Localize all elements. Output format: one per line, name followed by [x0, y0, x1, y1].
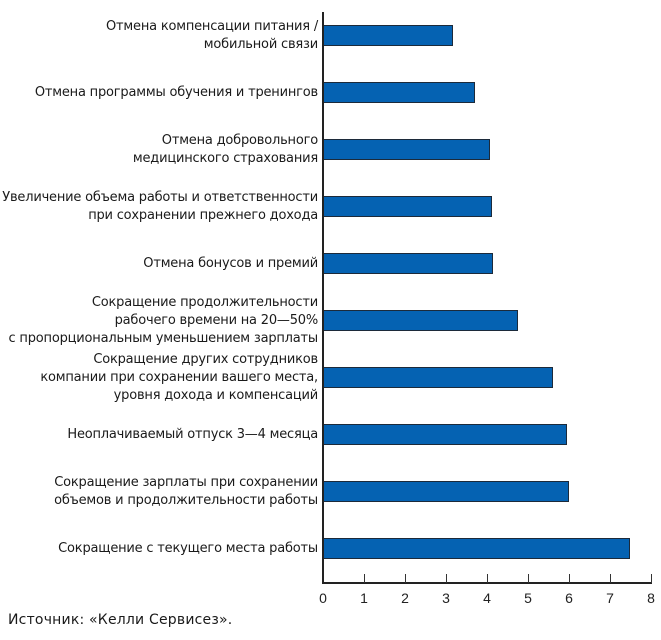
x-tick — [446, 574, 448, 583]
category-label: Сокращение продолжительности рабочего вре… — [8, 294, 319, 348]
category-label-line: с пропорциональным уменьшением зарплаты — [8, 330, 319, 346]
category-label: Сокращение других сотрудников компании пр… — [40, 351, 318, 405]
x-tick — [487, 574, 489, 583]
category-label-line: Неоплачиваемый отпуск 3—4 месяца — [67, 426, 318, 442]
x-tick-label: 5 — [524, 590, 532, 606]
category-label-line: Отмена компенсации питания / — [106, 18, 318, 34]
category-label-line: Сокращение продолжительности — [91, 294, 318, 310]
bar — [324, 538, 630, 559]
category-label: Неоплачиваемый отпуск 3—4 месяца — [67, 426, 318, 444]
category-label: Отмена программы обучения и тренингов — [35, 84, 318, 102]
x-tick-label: 6 — [565, 590, 573, 606]
x-tick-label: 1 — [360, 590, 368, 606]
source-note: Источник: «Келли Сервисез». — [8, 612, 233, 628]
category-label-line: Отмена бонусов и премий — [143, 255, 318, 271]
category-label-line: Сокращение других сотрудников — [93, 351, 318, 367]
bar — [324, 25, 453, 46]
category-label: Отмена бонусов и премий — [143, 255, 318, 273]
y-axis-line — [322, 12, 324, 583]
x-tick — [405, 574, 407, 583]
x-tick — [651, 574, 653, 583]
category-label: Сокращение зарплаты при сохранении объемо… — [54, 474, 318, 510]
category-label-line: рабочего времени на 20—50% — [114, 312, 319, 328]
category-label-line: Отмена программы обучения и тренингов — [34, 84, 318, 100]
bar — [324, 481, 569, 502]
bar — [324, 367, 553, 388]
x-tick — [528, 574, 530, 583]
bar — [324, 310, 518, 331]
x-tick-label: 2 — [401, 590, 409, 606]
bar — [324, 196, 492, 217]
category-label: Увеличение объема работы и ответственнос… — [2, 189, 318, 225]
bar — [324, 253, 493, 274]
category-label-line: уровня дохода и компенсаций — [113, 387, 319, 403]
x-tick-label: 8 — [647, 590, 655, 606]
category-label-line: медицинского страхования — [132, 150, 318, 166]
x-tick — [610, 574, 612, 583]
category-label-line: Отмена добровольного — [161, 132, 318, 148]
x-tick-label: 0 — [319, 590, 327, 606]
x-tick-label: 4 — [483, 590, 491, 606]
category-label-line: Сокращение зарплаты при сохранении — [54, 474, 318, 490]
category-label-line: объемов и продолжительности работы — [54, 492, 318, 508]
category-label: Сокращение с текущего места работы — [58, 540, 318, 558]
x-tick — [569, 574, 571, 583]
category-label-line: Увеличение объема работы и ответственнос… — [2, 189, 318, 205]
bar — [324, 82, 475, 103]
category-label-line: Сокращение с текущего места работы — [58, 540, 318, 556]
category-label-line: мобильной связи — [203, 36, 318, 52]
x-tick-label: 3 — [442, 590, 450, 606]
category-label: Отмена компенсации питания / мобильной св… — [106, 18, 318, 54]
bar — [324, 424, 567, 445]
category-label-line: при сохранении прежнего дохода — [88, 207, 318, 223]
category-label: Отмена добровольного медицинского страхов… — [133, 132, 318, 168]
category-label-line: компании при сохранении вашего места, — [40, 369, 318, 385]
x-tick — [364, 574, 366, 583]
bar — [324, 139, 490, 160]
x-tick-label: 7 — [606, 590, 614, 606]
